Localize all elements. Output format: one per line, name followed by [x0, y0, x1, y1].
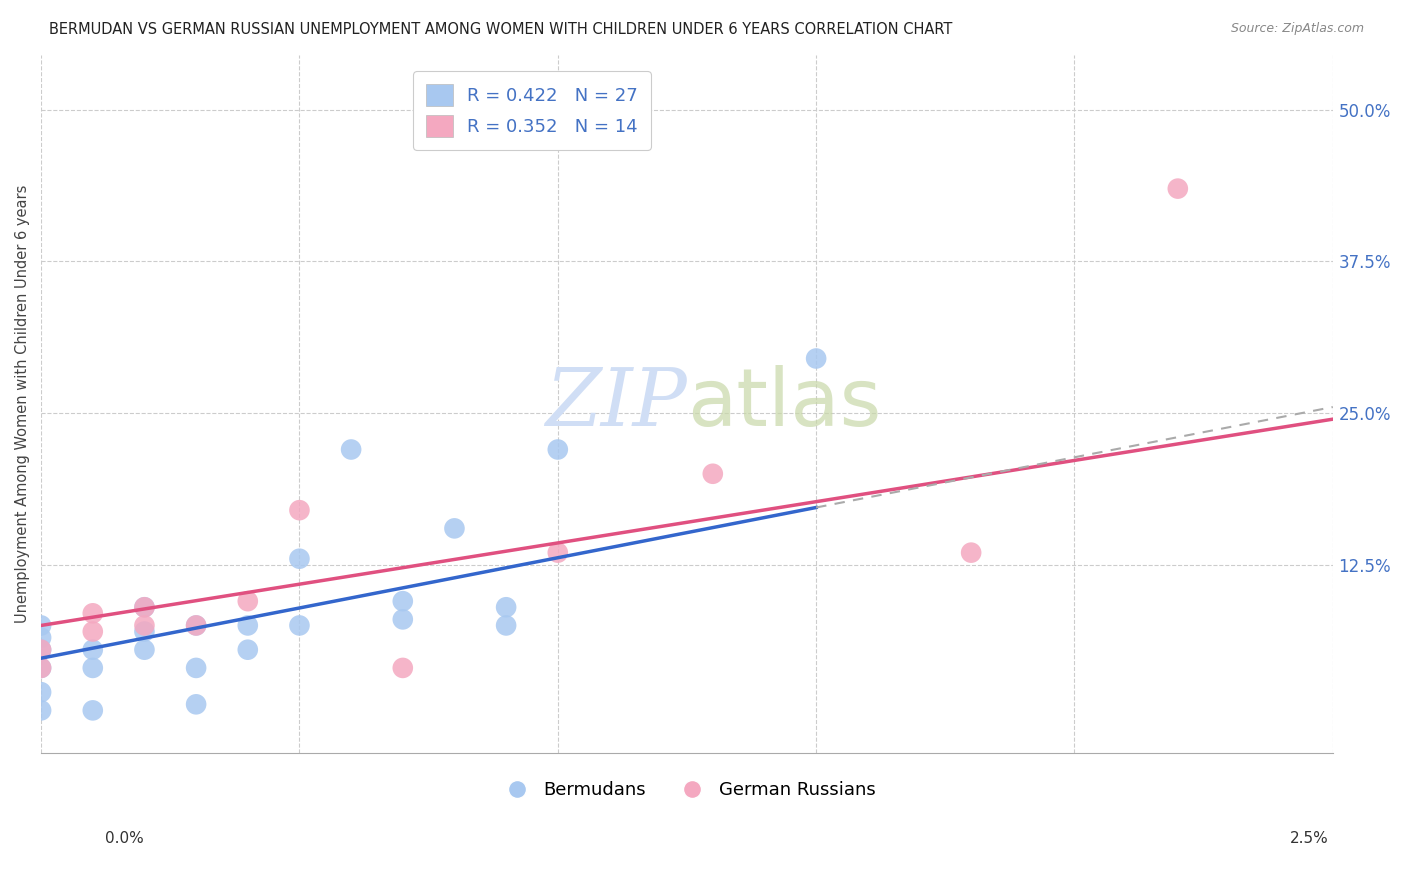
Text: BERMUDAN VS GERMAN RUSSIAN UNEMPLOYMENT AMONG WOMEN WITH CHILDREN UNDER 6 YEARS : BERMUDAN VS GERMAN RUSSIAN UNEMPLOYMENT …	[49, 22, 953, 37]
Point	[134, 618, 156, 632]
Point	[288, 551, 311, 566]
Point	[82, 661, 104, 675]
Point	[391, 612, 413, 626]
Point	[184, 618, 207, 632]
Point	[960, 546, 983, 560]
Point	[547, 546, 569, 560]
Point	[30, 703, 52, 717]
Point	[82, 624, 104, 639]
Point	[82, 642, 104, 657]
Legend: Bermudans, German Russians: Bermudans, German Russians	[491, 774, 883, 806]
Point	[804, 351, 827, 366]
Point	[702, 467, 724, 481]
Point	[391, 661, 413, 675]
Point	[1167, 181, 1189, 195]
Point	[443, 521, 465, 535]
Point	[236, 618, 259, 632]
Point	[82, 703, 104, 717]
Point	[82, 607, 104, 621]
Point	[30, 618, 52, 632]
Point	[30, 642, 52, 657]
Point	[184, 698, 207, 712]
Point	[288, 503, 311, 517]
Point	[134, 600, 156, 615]
Text: 0.0%: 0.0%	[105, 831, 145, 846]
Point	[30, 685, 52, 699]
Point	[30, 661, 52, 675]
Point	[236, 642, 259, 657]
Point	[495, 600, 517, 615]
Point	[30, 631, 52, 645]
Point	[495, 618, 517, 632]
Text: ZIP: ZIP	[546, 365, 688, 442]
Point	[134, 624, 156, 639]
Text: 2.5%: 2.5%	[1289, 831, 1329, 846]
Point	[236, 594, 259, 608]
Point	[547, 442, 569, 457]
Y-axis label: Unemployment Among Women with Children Under 6 years: Unemployment Among Women with Children U…	[15, 185, 30, 624]
Text: Source: ZipAtlas.com: Source: ZipAtlas.com	[1230, 22, 1364, 36]
Point	[340, 442, 363, 457]
Text: atlas: atlas	[688, 365, 882, 443]
Point	[134, 600, 156, 615]
Point	[184, 618, 207, 632]
Point	[134, 642, 156, 657]
Point	[30, 642, 52, 657]
Point	[184, 661, 207, 675]
Point	[391, 594, 413, 608]
Point	[288, 618, 311, 632]
Point	[30, 661, 52, 675]
